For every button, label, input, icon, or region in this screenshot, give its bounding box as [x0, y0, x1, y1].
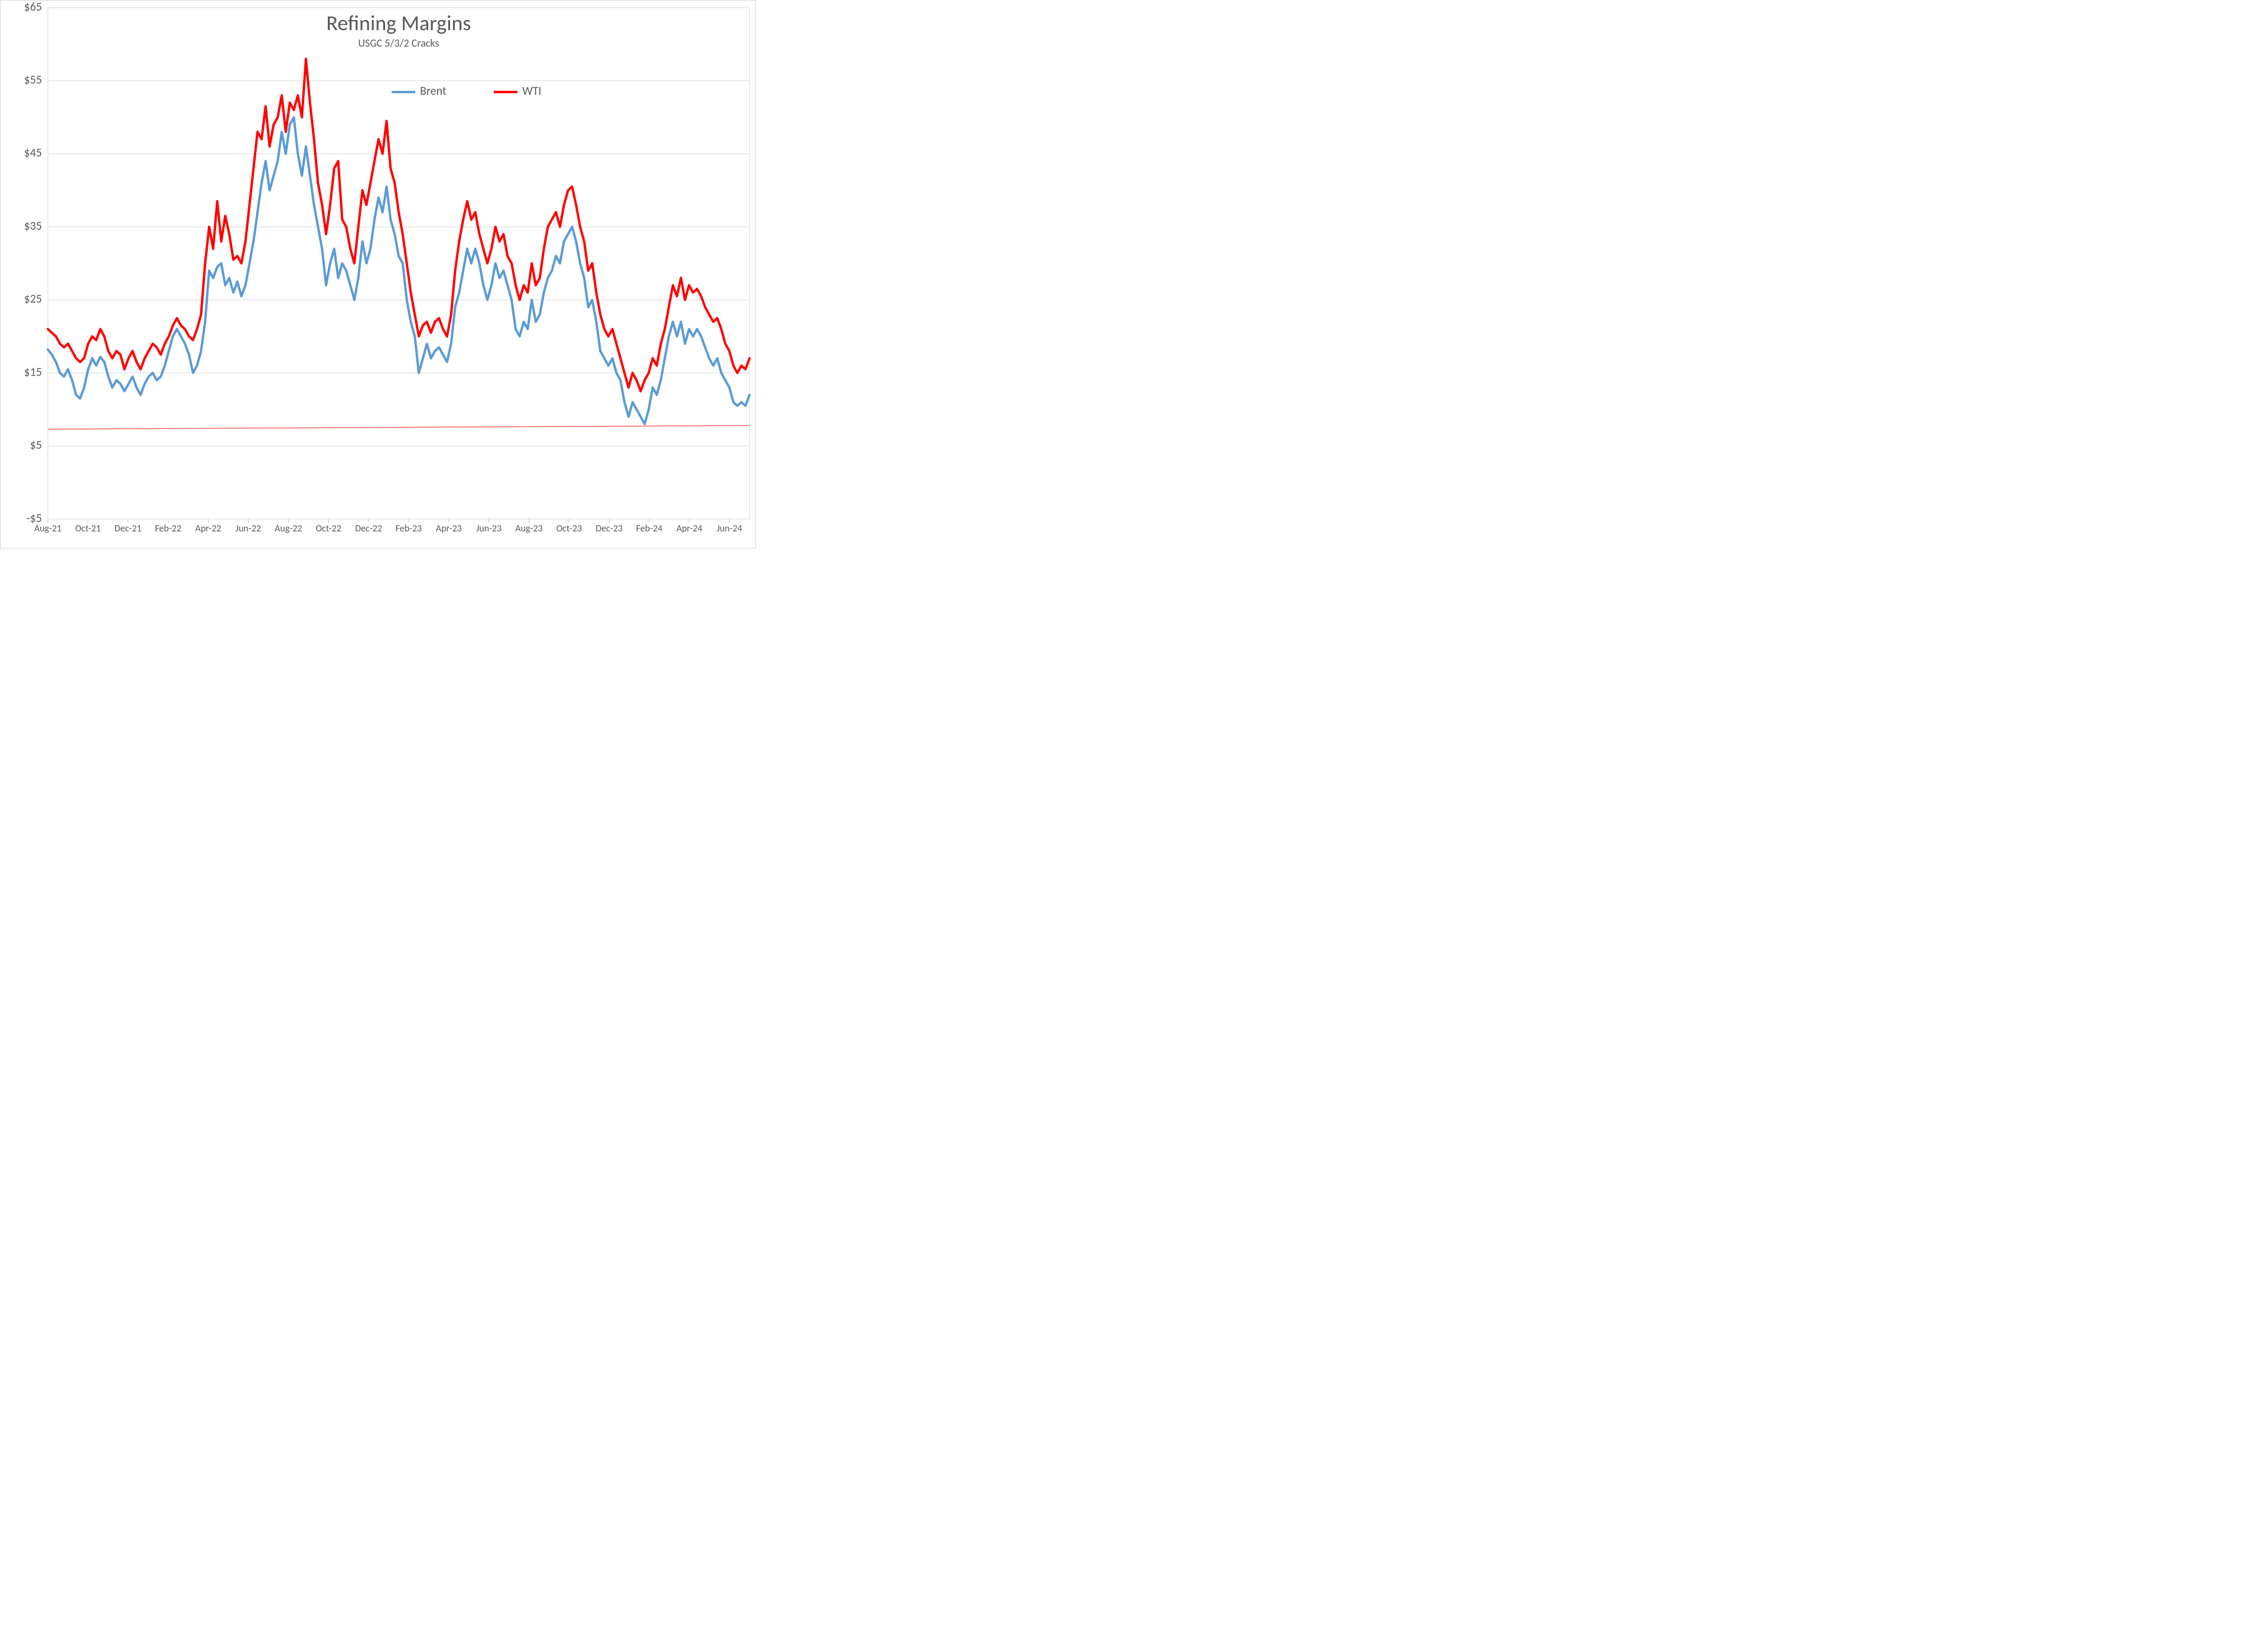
- legend-label: WTI: [522, 84, 542, 99]
- x-axis-label: Jun-23: [476, 523, 501, 534]
- reference-line: [48, 426, 750, 429]
- y-axis-label: $45: [24, 146, 42, 160]
- x-axis-label: Apr-22: [195, 523, 221, 534]
- x-axis-label: Dec-23: [596, 523, 623, 534]
- x-axis-label: Oct-23: [556, 523, 582, 534]
- x-axis-label: Aug-23: [515, 523, 542, 534]
- series-line-wti: [48, 59, 750, 391]
- x-axis-label: Aug-21: [34, 523, 61, 534]
- legend: Brent WTI: [392, 84, 542, 99]
- x-axis-label: Feb-22: [155, 523, 181, 534]
- x-axis-label: Apr-23: [436, 523, 462, 534]
- x-axis-label: Apr-24: [676, 523, 702, 534]
- chart-svg: -$5$5$15$25$35$45$55$65Aug-21Oct-21Dec-2…: [1, 1, 757, 549]
- y-axis-label: $65: [24, 1, 42, 14]
- series-line-brent: [48, 117, 750, 425]
- x-axis-label: Jun-24: [717, 523, 742, 534]
- chart-title: Refining Margins: [326, 10, 471, 36]
- y-axis-label: $5: [30, 438, 42, 452]
- y-axis-label: $55: [24, 73, 42, 87]
- x-axis-label: Dec-21: [115, 523, 142, 534]
- legend-label: Brent: [420, 84, 447, 99]
- gridlines: [48, 8, 750, 519]
- x-axis-label: Feb-24: [636, 523, 663, 534]
- x-axis-label: Oct-21: [75, 523, 100, 534]
- refining-margins-chart: -$5$5$15$25$35$45$55$65Aug-21Oct-21Dec-2…: [0, 0, 756, 549]
- x-axis-label: Jun-22: [236, 523, 261, 534]
- plot-area-border: [48, 8, 750, 519]
- y-axis-label: $25: [24, 292, 42, 306]
- chart-subtitle: USGC 5/3/2 Cracks: [359, 37, 439, 50]
- y-axis-label: $35: [24, 219, 42, 233]
- x-axis-label: Oct-22: [316, 523, 341, 534]
- x-axis-label: Aug-22: [275, 523, 302, 534]
- x-axis-label: Dec-22: [355, 523, 382, 534]
- y-axis-label: $15: [24, 365, 42, 379]
- x-axis-label: Feb-23: [396, 523, 422, 534]
